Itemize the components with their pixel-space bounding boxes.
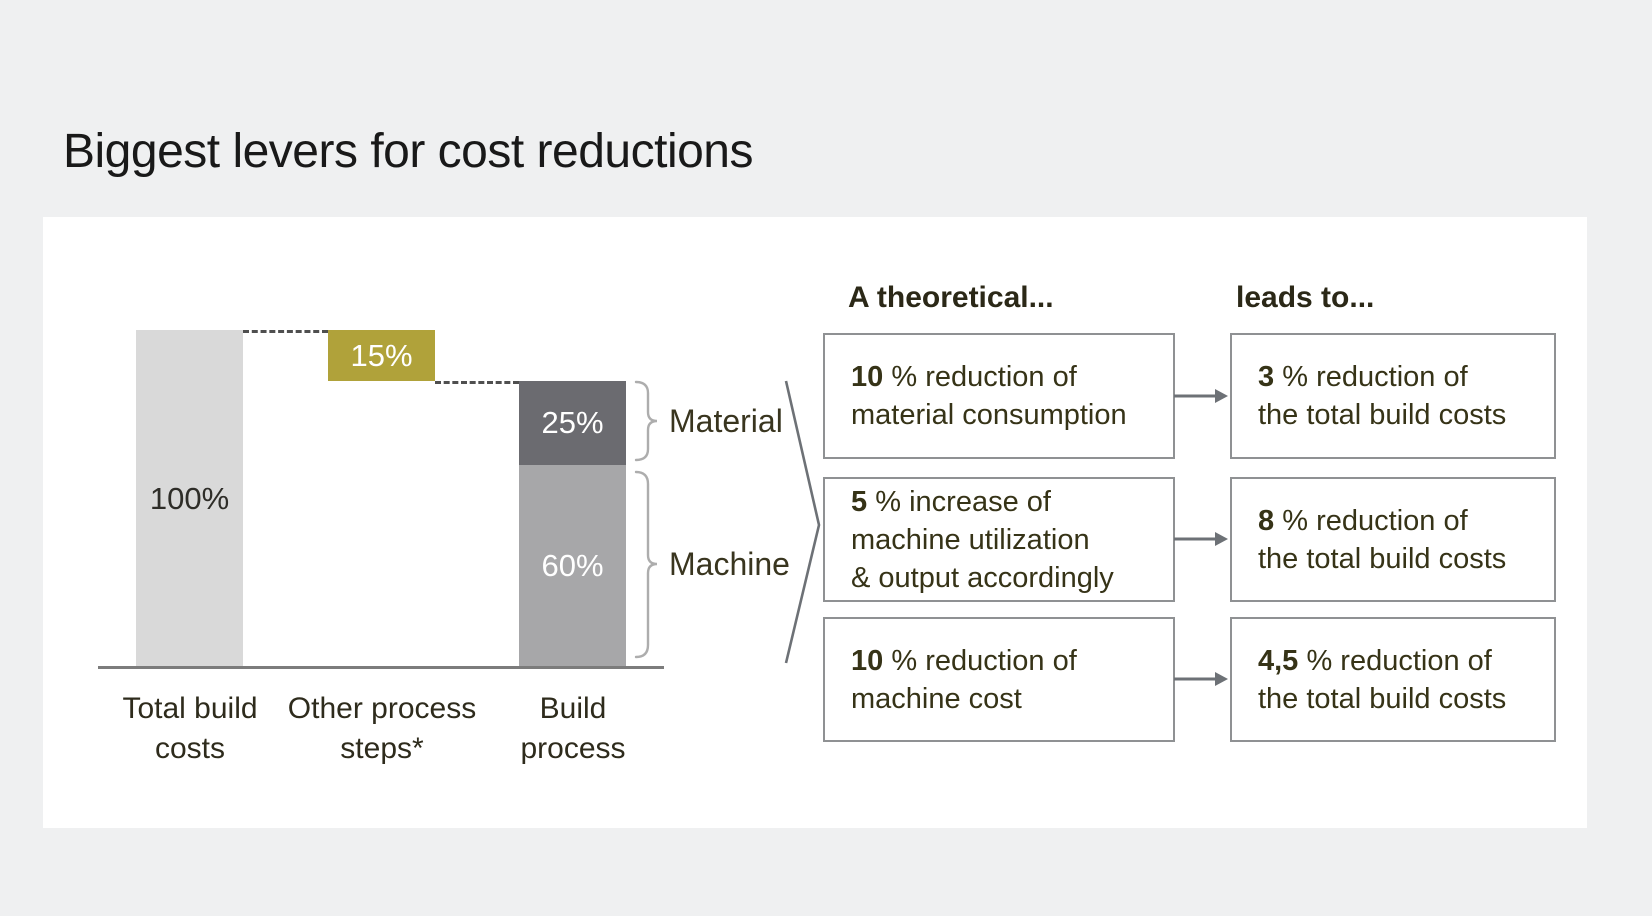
bar-other-process-steps: 15% (328, 330, 435, 381)
arrow-icon (1174, 672, 1228, 686)
arrow-icon (1174, 532, 1228, 546)
connector-dash-85 (435, 381, 519, 384)
bar-total-build-costs: 100% (136, 330, 243, 667)
bar-value-label: 60% (541, 548, 604, 583)
page-title: Biggest levers for cost reductions (63, 125, 754, 178)
cause-box-3: 10% reduction of machine cost (823, 617, 1175, 742)
bar-value-label: 25% (541, 405, 604, 440)
flow-header-theoretical: A theoretical... (848, 281, 1054, 314)
axis-label-total-build-costs: Total build costs (122, 692, 258, 765)
effect-box-2: 8% reduction of the total build costs (1230, 477, 1556, 602)
axis-baseline (98, 666, 664, 669)
cause-box-1: 10% reduction of material consumption (823, 333, 1175, 459)
material-brace-icon (634, 380, 658, 462)
segment-label-material: Material (669, 403, 783, 439)
bar-value-label: 15% (350, 337, 413, 373)
connector-dash-100 (243, 330, 328, 333)
cause-box-2: 5% increase of machine utilization & out… (823, 477, 1175, 602)
effect-box-3: 4,5% reduction of the total build costs (1230, 617, 1556, 742)
axis-label-other-process-steps: Other process steps* (287, 692, 477, 765)
segment-label-machine: Machine (669, 546, 790, 582)
effect-box-1: 3% reduction of the total build costs (1230, 333, 1556, 459)
chevron-connector-icon (784, 380, 821, 664)
flow-header-leads-to: leads to... (1236, 281, 1375, 314)
bar-segment-material: 25% (519, 381, 626, 465)
waterfall-plot: 100% 15% 25% 60% (98, 327, 664, 667)
chart-panel: 100% 15% 25% 60% Total build costs Other… (43, 217, 1587, 828)
bar-segment-machine: 60% (519, 465, 626, 667)
arrow-icon (1174, 389, 1228, 403)
bar-value-label: 100% (149, 480, 230, 516)
machine-brace-icon (634, 470, 658, 659)
axis-label-build-process: Build process (520, 692, 626, 765)
